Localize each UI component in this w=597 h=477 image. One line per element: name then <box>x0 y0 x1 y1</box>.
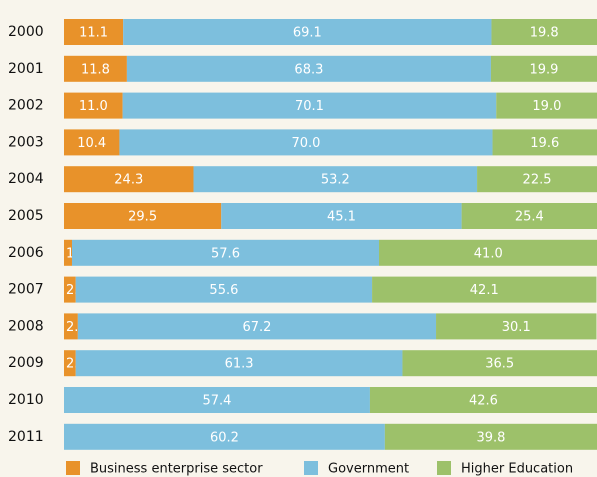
bar-segment <box>64 387 370 413</box>
y-tick-label: 2002 <box>8 98 44 114</box>
value-label: 42.6 <box>469 394 498 409</box>
value-label: 41.0 <box>474 246 503 261</box>
value-label: 53.2 <box>321 173 350 188</box>
y-tick-label: 2009 <box>8 355 44 371</box>
bar-segment <box>64 166 194 193</box>
value-label: 57.4 <box>202 394 231 409</box>
bar-segment <box>64 239 72 266</box>
legend-label: Business enterprise sector <box>90 462 263 477</box>
value-label: 19.6 <box>530 136 559 151</box>
bar-segment <box>461 203 597 229</box>
value-label: 68.3 <box>294 62 323 77</box>
bar-segment <box>119 129 493 156</box>
bar-segment <box>402 350 597 377</box>
value-label: 11.8 <box>81 62 110 77</box>
legend-swatch <box>66 461 80 475</box>
legend-label: Government <box>328 462 409 477</box>
bar-segment <box>64 129 120 156</box>
legend-swatch <box>304 461 318 475</box>
value-label: 19.9 <box>529 62 558 77</box>
bar-segment <box>64 423 385 450</box>
y-tick-label: 2003 <box>8 134 44 150</box>
y-tick-label: 2001 <box>8 61 44 77</box>
y-tick-label: 2008 <box>8 318 44 334</box>
value-label: 39.8 <box>476 430 505 445</box>
bar-segment <box>64 313 78 340</box>
value-label: 70.1 <box>295 99 324 114</box>
legend-swatch <box>437 461 451 475</box>
bar-segment <box>221 203 462 229</box>
y-tick-label: 2007 <box>8 282 44 298</box>
bar-segment <box>64 92 123 119</box>
value-label: 57.6 <box>211 246 240 261</box>
bar-segment <box>372 276 597 303</box>
value-label: 67.2 <box>242 320 271 335</box>
y-tick-label: 2011 <box>8 429 44 445</box>
bar-segment <box>492 129 597 156</box>
bar-segment <box>64 350 76 377</box>
bar-segment <box>496 92 597 119</box>
value-label: 11.0 <box>79 99 108 114</box>
value-label: 55.6 <box>209 283 238 298</box>
value-label: 69.1 <box>293 26 322 41</box>
bar-segment <box>379 239 597 266</box>
bar-segment <box>75 276 373 303</box>
value-label: 29.5 <box>128 210 157 225</box>
value-label: 30.1 <box>502 320 531 335</box>
bar-segment <box>436 313 597 340</box>
bar-segment <box>477 166 597 193</box>
bar-segment <box>64 276 76 303</box>
bar-segment <box>64 203 222 229</box>
value-label: 11.1 <box>79 26 108 41</box>
y-tick-label: 2005 <box>8 208 44 224</box>
bar-segment <box>369 387 597 413</box>
value-label: 19.0 <box>532 99 561 114</box>
bar-segment <box>64 19 124 45</box>
value-label: 60.2 <box>210 430 239 445</box>
bar-segment <box>77 313 437 340</box>
bar-segment <box>193 166 478 193</box>
bar-segment <box>71 239 380 266</box>
value-label: 24.3 <box>114 173 143 188</box>
bar-segment <box>126 55 491 82</box>
bar-segment <box>490 55 597 82</box>
y-tick-label: 2006 <box>8 245 44 261</box>
bar-segment <box>122 92 497 119</box>
bar-segment <box>384 423 597 450</box>
bar-segment <box>491 19 597 45</box>
y-tick-label: 2010 <box>8 392 44 408</box>
value-label: 25.4 <box>515 210 544 225</box>
value-label: 22.5 <box>523 173 552 188</box>
value-label: 61.3 <box>225 357 254 372</box>
bar-segment <box>75 350 403 377</box>
bar-segment <box>123 19 492 45</box>
bar-segment <box>64 55 127 82</box>
value-label: 36.5 <box>485 357 514 372</box>
legend-label: Higher Education <box>461 462 573 477</box>
value-label: 70.0 <box>292 136 321 151</box>
y-tick-label: 2000 <box>8 24 44 40</box>
y-tick-label: 2004 <box>8 171 44 187</box>
value-label: 45.1 <box>327 210 356 225</box>
value-label: 10.4 <box>77 136 106 151</box>
value-label: 19.8 <box>530 26 559 41</box>
value-label: 42.1 <box>470 283 499 298</box>
